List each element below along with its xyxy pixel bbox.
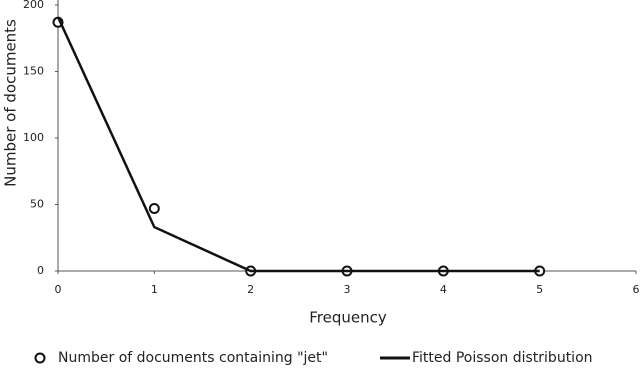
legend-text: Fitted Poisson distribution: [412, 350, 593, 366]
y-tick-label: 50: [30, 198, 44, 211]
y-tick-label: 0: [37, 264, 44, 277]
x-tick-label: 3: [344, 283, 351, 296]
x-tick-label: 6: [633, 283, 640, 296]
x-tick-label: 1: [151, 283, 158, 296]
legend-marker: [34, 352, 46, 364]
x-axis-title: Frequency: [309, 309, 387, 327]
x-tick-label: 4: [440, 283, 447, 296]
y-tick-label: 150: [23, 65, 44, 78]
data-line: [56, 16, 540, 273]
y-tick-label: 200: [23, 0, 44, 11]
data-point: [148, 202, 160, 214]
x-tick-label: 0: [55, 283, 62, 296]
legend-text: Number of documents containing "jet": [58, 350, 328, 366]
x-tick-label: 2: [247, 283, 254, 296]
y-axis-title: Number of documents: [2, 19, 20, 187]
y-tick-label: 100: [23, 131, 44, 144]
x-tick-label: 5: [536, 283, 543, 296]
